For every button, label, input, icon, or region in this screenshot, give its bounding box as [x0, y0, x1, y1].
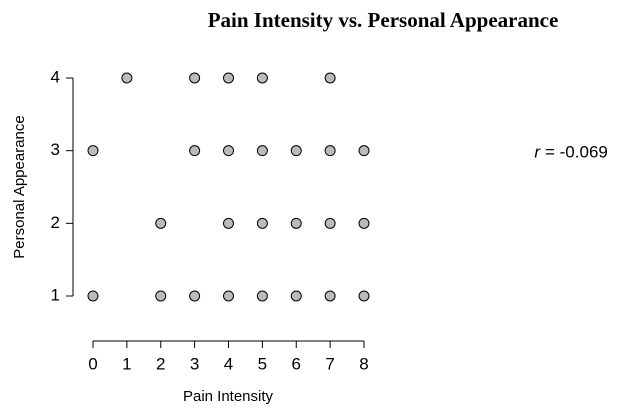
- x-axis-label: Pain Intensity: [183, 388, 274, 405]
- point: [290, 217, 302, 229]
- point: [223, 217, 234, 229]
- y-axis-label: Personal Appearance: [11, 115, 28, 258]
- point: [256, 72, 268, 84]
- x-tick-label: 7: [325, 354, 334, 373]
- point: [324, 72, 336, 84]
- x-tick-label: 6: [292, 354, 301, 373]
- point: [155, 217, 167, 229]
- point: [223, 145, 234, 157]
- point: [155, 290, 167, 302]
- point: [256, 290, 268, 302]
- point: [87, 145, 99, 157]
- x-tick-label: 2: [156, 354, 165, 373]
- y-tick-label: 1: [51, 285, 60, 304]
- point: [189, 72, 201, 84]
- annotation-text: = -0.069: [545, 142, 608, 161]
- x-tick-label: 0: [88, 354, 97, 373]
- x-tick-label: 5: [258, 354, 267, 373]
- x-tick-label: 3: [190, 354, 199, 373]
- point: [87, 290, 99, 302]
- point: [324, 145, 336, 157]
- point: [324, 290, 336, 302]
- point: [290, 290, 302, 302]
- y-tick-label: 3: [51, 140, 60, 159]
- point: [121, 72, 133, 84]
- point: [223, 72, 234, 84]
- point: [223, 290, 234, 302]
- x-tick-label: 8: [359, 354, 368, 373]
- y-tick-label: 4: [51, 67, 60, 86]
- point: [256, 145, 268, 157]
- point: [324, 217, 336, 229]
- x-tick-label: 1: [122, 354, 131, 373]
- point: [290, 145, 302, 157]
- point: [358, 145, 370, 157]
- chart-title: Pain Intensity vs. Personal Appearance: [208, 8, 559, 32]
- annotation-symbol: r: [534, 142, 541, 161]
- point: [358, 290, 370, 302]
- point: [358, 217, 370, 229]
- point: [256, 217, 268, 229]
- y-tick-label: 2: [51, 213, 60, 232]
- x-tick-label: 4: [224, 354, 233, 373]
- point: [189, 290, 201, 302]
- point: [189, 145, 201, 157]
